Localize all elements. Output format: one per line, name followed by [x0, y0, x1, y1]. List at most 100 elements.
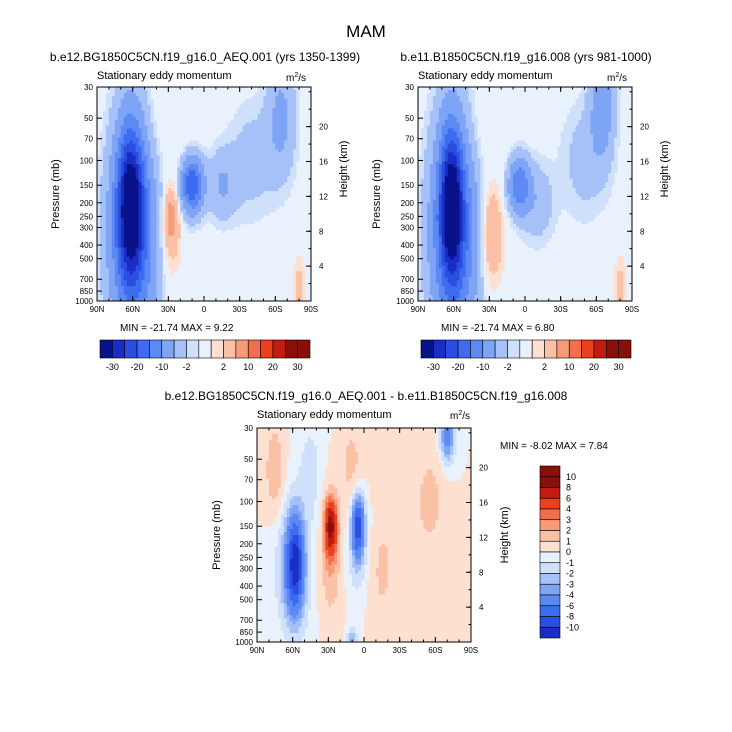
- field-cell: [432, 191, 437, 195]
- field-cell: [192, 170, 196, 174]
- field-cell: [254, 110, 258, 115]
- field-cell: [147, 116, 151, 121]
- field-cell: [114, 229, 119, 234]
- field-cell: [239, 220, 244, 225]
- field-cell: [186, 214, 190, 219]
- field-cell: [596, 170, 600, 174]
- field-cell: [257, 146, 261, 150]
- field-cell: [111, 202, 116, 207]
- y-tick-label: 100: [80, 156, 94, 165]
- field-cell: [177, 244, 181, 248]
- field-cell: [135, 220, 140, 225]
- field-cell: [450, 179, 455, 183]
- field-cell: [183, 176, 187, 180]
- field-cell: [251, 217, 255, 222]
- field-cell: [510, 149, 514, 153]
- field-cell: [465, 173, 469, 177]
- field-cell: [180, 199, 184, 204]
- field-cell: [239, 173, 244, 177]
- field-cell: [126, 104, 131, 109]
- field-cell: [132, 211, 137, 216]
- field-cell: [507, 170, 511, 174]
- field-cell: [236, 205, 241, 210]
- field-cell: [108, 149, 113, 153]
- field-cell: [102, 244, 107, 248]
- field-cell: [572, 173, 576, 177]
- field-cell: [429, 152, 434, 156]
- field-cell: [117, 158, 122, 162]
- field-cell: [242, 179, 247, 183]
- field-cell: [153, 262, 157, 266]
- field-cell: [108, 179, 113, 183]
- field-cell: [111, 131, 116, 135]
- field-cell: [153, 155, 157, 159]
- field-cell: [171, 244, 175, 248]
- field-cell: [150, 280, 154, 284]
- field-cell: [426, 164, 431, 168]
- field-cell: [272, 122, 276, 127]
- field-cell: [102, 229, 107, 234]
- field-cell: [420, 170, 425, 174]
- field-cell: [156, 191, 160, 195]
- field-cell: [230, 155, 235, 159]
- field-cell: [426, 113, 431, 118]
- field-cell: [120, 199, 125, 204]
- field-cell: [477, 161, 481, 165]
- field-cell: [438, 155, 443, 159]
- field-cell: [278, 161, 282, 165]
- field-cell: [468, 179, 472, 183]
- field-cell: [447, 155, 452, 159]
- field-cell: [293, 95, 297, 100]
- field-cell: [183, 191, 187, 195]
- field-cell: [254, 194, 258, 198]
- field-cell: [471, 95, 475, 100]
- field-cell: [204, 199, 208, 204]
- field-cell: [123, 244, 128, 248]
- field-cell: [105, 226, 110, 231]
- field-cell: [281, 87, 285, 91]
- field-cell: [99, 211, 104, 216]
- field-cell: [477, 164, 481, 168]
- field-cell: [144, 202, 148, 207]
- field-cell: [590, 158, 594, 162]
- field-cell: [447, 152, 452, 156]
- field-cell: [168, 194, 172, 198]
- field-cell: [578, 137, 582, 141]
- field-cell: [177, 220, 181, 225]
- field-cell: [242, 143, 247, 147]
- field-cell: [126, 244, 131, 248]
- field-cell: [266, 185, 270, 189]
- field-cell: [206, 182, 211, 186]
- field-cell: [272, 170, 276, 174]
- field-cell: [254, 164, 258, 168]
- field-cell: [281, 179, 285, 183]
- field-cell: [221, 220, 226, 225]
- field-cell: [522, 176, 526, 180]
- field-cell: [453, 199, 458, 204]
- field-cell: [141, 217, 145, 222]
- field-cell: [260, 182, 264, 186]
- field-cell: [215, 149, 220, 153]
- field-cell: [602, 128, 606, 132]
- field-cell: [435, 176, 440, 180]
- field-cell: [135, 131, 140, 135]
- field-cell: [447, 170, 452, 174]
- field-cell: [269, 110, 273, 115]
- field-cell: [180, 211, 184, 216]
- field-cell: [230, 140, 235, 144]
- field-cell: [218, 173, 223, 177]
- field-cell: [204, 188, 208, 192]
- field-cell: [587, 87, 591, 91]
- field-cell: [266, 199, 270, 204]
- field-cell: [462, 140, 466, 144]
- field-cell: [153, 119, 157, 124]
- field-cell: [296, 119, 300, 124]
- field-cell: [471, 164, 475, 168]
- field-cell: [572, 182, 576, 186]
- field-cell: [189, 179, 193, 183]
- field-cell: [144, 244, 148, 248]
- field-cell: [132, 152, 137, 156]
- field-cell: [260, 107, 264, 112]
- field-cell: [602, 167, 606, 171]
- field-cell: [426, 170, 431, 174]
